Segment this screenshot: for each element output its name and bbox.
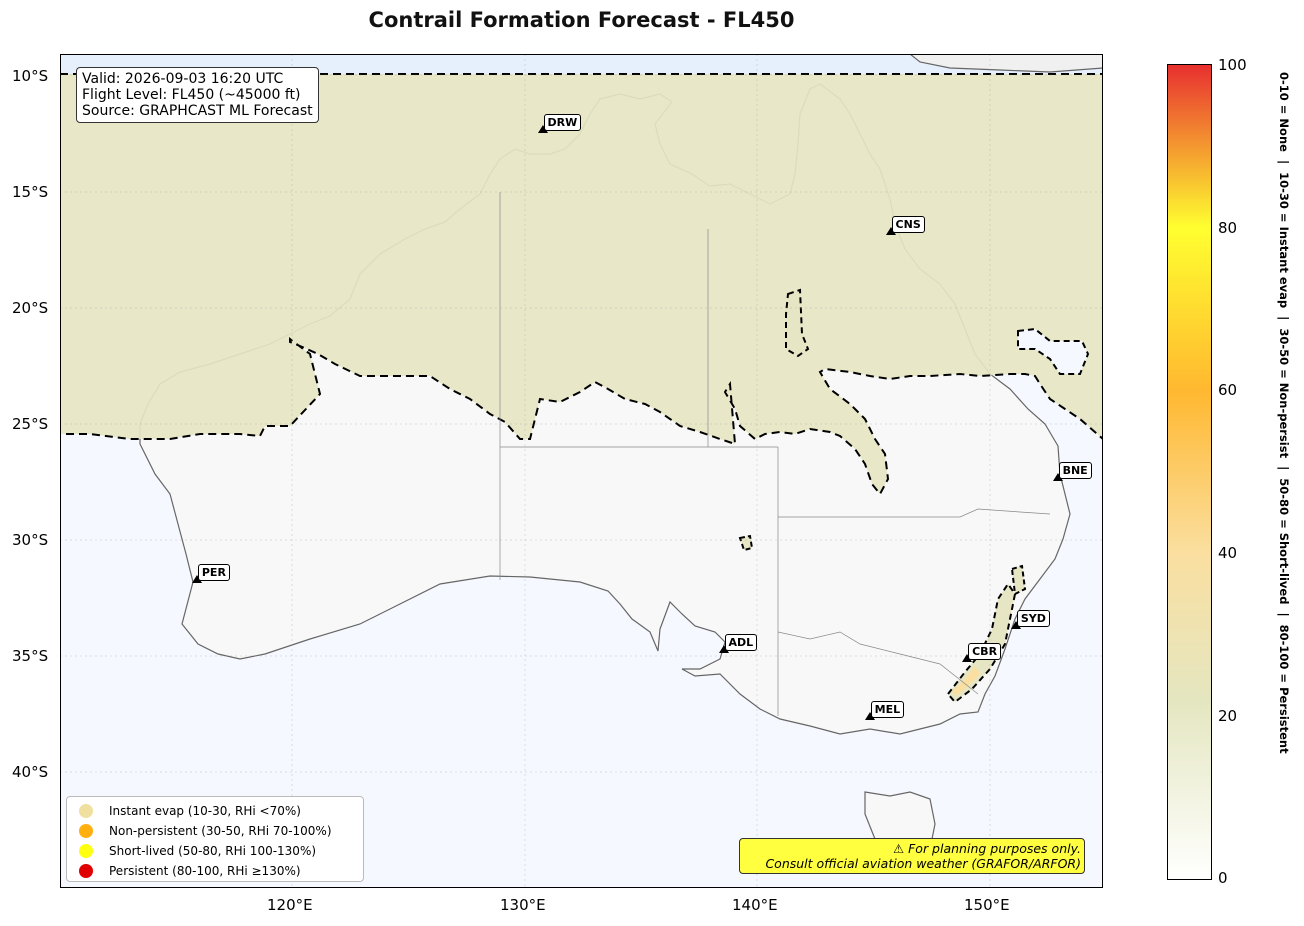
lat-tick-label: 30°S [12,531,49,549]
colorbar-label: 0-10 = None | 10-30 = Instant evap | 30-… [1277,72,1291,754]
lon-tick-label: 140°E [732,896,778,914]
lat-tick-label: 15°S [12,183,49,201]
lon-tick-label: 130°E [500,896,546,914]
northern-boundary-strip [60,54,1103,74]
city-marker-icon [885,226,896,235]
colorbar-tick-label: 80 [1218,219,1238,237]
colorbar [1167,64,1212,880]
legend-label: Short-lived (50-80, RHi 100-130%) [109,844,317,858]
city-label: DRW [543,113,582,131]
colorbar-tick-label: 60 [1218,381,1238,399]
city-label: PER [197,563,230,581]
colorbar-tick-label: 40 [1218,544,1238,562]
colorbar-label-text: 0-10 = None | 10-30 = Instant evap | 30-… [1277,72,1291,754]
contrail-zone-inland [785,288,810,358]
city-marker-icon [1052,472,1063,481]
legend-marker-icon [79,864,93,878]
info-flight-level: Flight Level: FL450 (~45000 ft) [82,87,301,103]
lat-tick-label: 20°S [12,299,49,317]
city-label: MEL [870,700,905,718]
lat-tick-label: 35°S [12,647,49,665]
city-marker-icon [864,711,875,720]
lon-tick-label: 150°E [964,896,1010,914]
legend-item: Short-lived (50-80, RHi 100-130%) [79,842,316,860]
graticule [60,54,1103,888]
legend-marker-icon [79,844,93,858]
colorbar-tick-label: 100 [1218,56,1247,74]
disclaimer-line-2: Consult official aviation weather (GRAFO… [765,856,1081,871]
legend-item: Instant evap (10-30, RHi <70%) [79,802,301,820]
map-panel[interactable] [60,54,1103,888]
contrail-zone-east-patch [1017,327,1090,375]
city-label: BNE [1058,461,1092,479]
info-valid-time: Valid: 2026-09-03 16:20 UTC [82,71,284,87]
legend-item: Non-persistent (30-50, RHi 70-100%) [79,822,332,840]
city-marker-icon [1010,621,1021,630]
disclaimer-box: ⚠ For planning purposes only. Consult of… [739,838,1085,874]
info-source: Source: GRAPHCAST ML Forecast [82,103,313,119]
city-label: ADL [724,633,758,651]
city-marker-icon [537,124,548,133]
category-legend: Instant evap (10-30, RHi <70%) Non-persi… [66,796,364,882]
city-marker-icon [191,574,202,583]
contrail-zone-se-core [952,666,980,696]
colorbar-tick-label: 20 [1218,707,1238,725]
legend-item: Persistent (80-100, RHi ≥130%) [79,862,301,880]
info-box: Valid: 2026-09-03 16:20 UTC Flight Level… [76,67,319,123]
state-borders [499,192,1051,716]
lon-tick-label: 120°E [267,896,313,914]
contrail-zone-small-blob [738,534,754,552]
lat-tick-label: 25°S [12,415,49,433]
legend-marker-icon [79,804,93,818]
legend-label: Non-persistent (30-50, RHi 70-100%) [109,824,332,838]
city-marker-icon [718,644,729,653]
city-label: CNS [891,215,925,233]
lat-tick-label: 10°S [12,67,49,85]
chart-title: Contrail Formation Forecast - FL450 [368,8,795,32]
disclaimer-line-1: ⚠ For planning purposes only. [893,841,1081,856]
city-label: SYD [1016,610,1050,628]
colorbar-tick-label: 0 [1218,869,1228,887]
contrail-zone-north [60,73,1103,496]
new-guinea [909,54,1103,73]
city-label: CBR [968,642,1002,660]
legend-label: Instant evap (10-30, RHi <70%) [109,804,301,818]
city-marker-icon [962,653,973,662]
contrail-zone-coast-blob [1010,564,1027,596]
legend-label: Persistent (80-100, RHi ≥130%) [109,864,301,878]
legend-marker-icon [79,824,93,838]
lat-tick-label: 40°S [12,763,49,781]
